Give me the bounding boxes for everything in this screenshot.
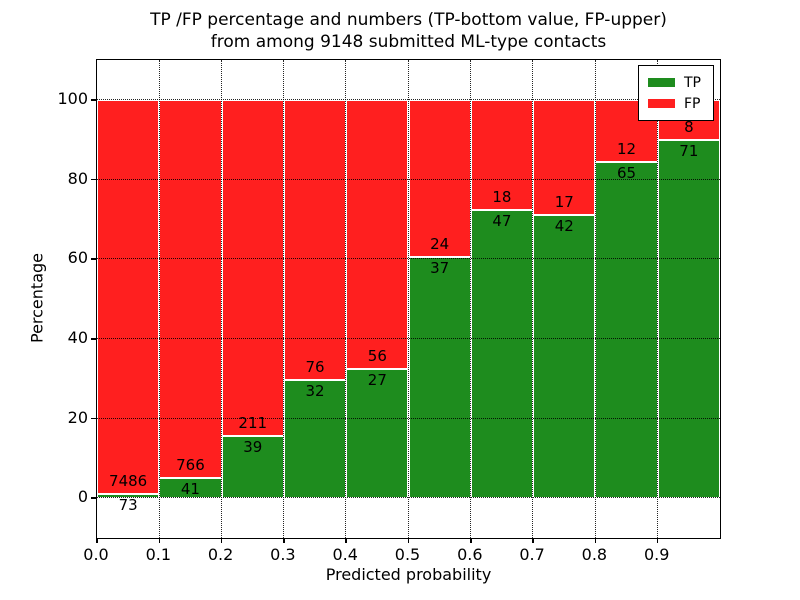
tp-count-label: 41 [180,479,200,498]
y-gridline [97,99,720,101]
tp-bar-segment [283,380,347,499]
y-tick-label: 20 [67,407,88,427]
tp-bar-segment [221,436,284,499]
x-tick-label: 0.0 [83,545,109,564]
x-tick-mark [96,538,98,543]
y-tick-label: 100 [57,88,88,108]
fp-count-label: 18 [492,188,512,207]
x-gridline [407,60,409,538]
fp-count-label: 12 [617,139,637,158]
fp-count-label: 8 [684,118,694,137]
fp-bar-segment [221,99,284,437]
tp-count-label: 39 [243,438,263,457]
x-tick-mark [656,538,659,543]
tp-count-label: 27 [367,370,387,389]
y-tick-mark [91,178,96,181]
x-tick-mark [158,538,161,543]
x-tick-label: 0.4 [332,545,358,564]
legend-row-fp: FP [648,93,701,114]
x-axis-label: Predicted probability [325,565,492,584]
tp-count-label: 32 [305,382,325,401]
x-tick-label: 0.7 [519,545,545,564]
x-gridline [470,60,472,538]
x-tick-label: 0.2 [207,545,234,564]
fp-count-label: 17 [554,192,574,211]
x-tick-mark [532,538,534,543]
y-tick-label: 60 [67,248,88,268]
y-gridline [97,338,720,340]
fp-legend-swatch [648,99,675,108]
tp-count-label: 73 [118,496,138,515]
x-tick-label: 0.5 [394,545,421,564]
grid-layer [97,60,720,538]
y-gridline [97,178,720,180]
x-tick-mark [470,538,472,543]
x-tick-label: 0.9 [643,545,670,564]
x-gridline [283,60,285,538]
x-tick-label: 0.1 [145,545,172,564]
legend-row-tp: TP [648,72,701,93]
tp-bar-segment [657,140,720,499]
fp-count-label: 76 [305,358,325,377]
fp-count-label: 24 [430,234,450,253]
x-tick-mark [407,538,410,543]
chart-title: TP /FP percentage and numbers (TP-bottom… [97,9,720,53]
tp-bar-segment [470,210,534,499]
tp-legend-swatch [648,78,675,87]
fp-bar-segment [408,99,471,257]
x-gridline [532,60,534,538]
x-tick-mark [345,538,347,543]
chart-title-line2: from among 9148 submitted ML-type contac… [210,32,607,52]
y-tick-label: 0 [77,487,88,507]
x-gridline [345,60,347,538]
fp-bar-segment [283,99,347,381]
fp-bar-segment [346,99,409,369]
tp-count-label: 65 [617,163,637,182]
tp-count-label: 37 [430,258,450,277]
x-tick-label: 0.3 [270,545,296,564]
tp-count-label: 47 [492,212,512,231]
fp-count-label: 56 [367,346,387,365]
fp-count-label: 7486 [109,472,148,491]
x-tick-mark [220,538,223,543]
y-gridline [97,258,720,260]
fp-count-label: 766 [176,455,205,474]
x-tick-mark [283,538,285,543]
x-tick-label: 0.8 [581,545,608,564]
x-gridline [656,60,658,538]
x-gridline [220,60,222,538]
bar-labels-layer: 7486 73 766 41 211 39 76 32 56 27 24 37 18 47 17 42 12 65… [97,60,720,538]
tp-count-label: 71 [679,142,699,161]
tp-count-label: 42 [554,216,574,235]
fp-count-label: 211 [238,414,268,433]
y-tick-label: 80 [67,168,88,188]
legend: TP FP [638,65,714,121]
x-gridline [158,60,160,538]
ticks-layer [91,60,720,543]
chart-title-line1: TP /FP percentage and numbers (TP-bottom… [150,10,667,30]
y-tick-mark [91,338,96,340]
x-tick-mark [594,538,597,543]
plot-area: 7486 73 766 41 211 39 76 32 56 27 24 37 18 47 17 42 12 65… [91,59,721,543]
y-tick-mark [91,258,96,260]
y-tick-mark [91,497,96,499]
y-tick-label: 40 [67,327,88,347]
fp-legend-label: FP [684,95,701,112]
fp-bar-segment [533,99,596,215]
x-tick-label: 0.6 [457,545,483,564]
fp-bar-segment [470,99,534,211]
tp-legend-label: TP [684,74,701,91]
x-gridline [594,60,596,538]
y-tick-mark [91,417,96,420]
y-tick-mark [91,99,96,101]
tp-bar-segment [346,368,409,499]
y-gridline [97,497,720,499]
y-gridline [97,417,720,419]
